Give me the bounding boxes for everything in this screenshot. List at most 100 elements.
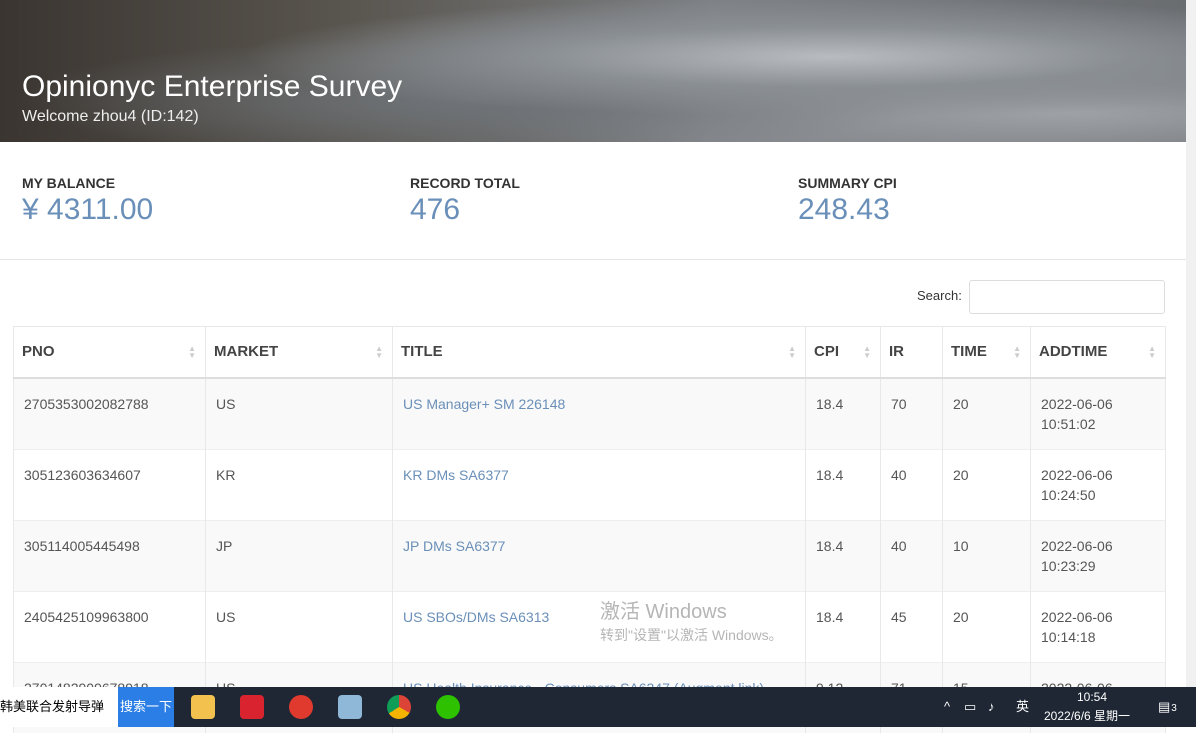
cell-value: 40 bbox=[891, 537, 907, 554]
column-header-pno[interactable]: PNO ▲ ▼ bbox=[13, 326, 206, 379]
taskbar-search-input[interactable]: 韩美联合发射导弹 bbox=[0, 687, 118, 727]
notification-count: 3 bbox=[1171, 703, 1177, 714]
cell-time: 20 bbox=[942, 377, 1031, 449]
cell-addtime: 2022-06-06 10:24:50 bbox=[1030, 448, 1166, 520]
column-header-market[interactable]: MARKET ▲ ▼ bbox=[205, 326, 393, 379]
cell-pno: 305123603634607 bbox=[13, 448, 206, 520]
cell-market: US bbox=[205, 590, 393, 662]
cell-value: 2022-06-06 10:51:02 bbox=[1041, 395, 1113, 432]
cell-cpi: 18.4 bbox=[805, 590, 881, 662]
cell-value: JP bbox=[216, 537, 233, 554]
search-label: Search: bbox=[917, 288, 962, 303]
wechat-icon[interactable] bbox=[436, 695, 460, 719]
cell-market: JP bbox=[205, 519, 393, 591]
cell-market: US bbox=[205, 377, 393, 449]
tray-chevron-icon[interactable]: ^ bbox=[944, 699, 951, 714]
survey-table: PNO ▲ ▼ MARKET ▲ ▼ TITLE ▲ ▼ CPI ▲ ▼ IR TIME ▲ ▼ ADDTIME… bbox=[13, 326, 1166, 733]
cell-ir: 40 bbox=[880, 448, 943, 520]
sort-icon: ▲ ▼ bbox=[1148, 344, 1156, 360]
cell-title: JP DMs SA6377 bbox=[392, 519, 806, 591]
cell-time: 10 bbox=[942, 519, 1031, 591]
cell-value: 70 bbox=[891, 395, 907, 412]
divider bbox=[0, 259, 1186, 260]
stat-summary-cpi: SUMMARY CPI 248.43 bbox=[798, 175, 897, 227]
notepad-icon[interactable] bbox=[338, 695, 362, 719]
cell-value: 20 bbox=[953, 608, 969, 625]
survey-title-link[interactable]: KR DMs SA6377 bbox=[403, 466, 509, 483]
cell-addtime: 2022-06-06 10:51:02 bbox=[1030, 377, 1166, 449]
cell-pno: 305114005445498 bbox=[13, 519, 206, 591]
cell-value: 2022-06-06 10:14:18 bbox=[1041, 608, 1113, 645]
chrome-icon[interactable] bbox=[387, 695, 411, 719]
cell-title: US SBOs/DMs SA6313 bbox=[392, 590, 806, 662]
cell-value: 10 bbox=[953, 537, 969, 554]
cell-ir: 70 bbox=[880, 377, 943, 449]
cell-value: 40 bbox=[891, 466, 907, 483]
stat-value: ¥ 4311.00 bbox=[22, 193, 154, 226]
network-icon[interactable]: ▭ bbox=[964, 699, 977, 714]
cell-pno: 2405425109963800 bbox=[13, 590, 206, 662]
file-explorer-icon[interactable] bbox=[191, 695, 215, 719]
header-banner: Opinionyc Enterprise Survey Welcome zhou… bbox=[0, 0, 1186, 142]
cell-ir: 45 bbox=[880, 590, 943, 662]
news-app-icon[interactable] bbox=[240, 695, 264, 719]
cell-value: 18.4 bbox=[816, 537, 844, 554]
cell-addtime: 2022-06-06 10:14:18 bbox=[1030, 590, 1166, 662]
cell-value: 2022-06-06 10:23:29 bbox=[1041, 537, 1113, 574]
cell-value: US bbox=[216, 395, 236, 412]
cell-value: 18.4 bbox=[816, 466, 844, 483]
column-header-addtime[interactable]: ADDTIME ▲ ▼ bbox=[1030, 326, 1166, 379]
sort-icon: ▲ ▼ bbox=[788, 344, 796, 360]
table-row: 305114005445498 JP JP DMs SA6377 18.4 40 10 20… bbox=[13, 519, 1166, 591]
ime-indicator[interactable]: 英 bbox=[1016, 699, 1030, 714]
column-label: TITLE bbox=[401, 343, 443, 361]
cell-time: 20 bbox=[942, 590, 1031, 662]
clock-time[interactable]: 10:54 bbox=[1077, 690, 1108, 704]
search-input[interactable] bbox=[969, 280, 1165, 314]
cell-value: KR bbox=[216, 466, 236, 483]
survey-title-link[interactable]: US SBOs/DMs SA6313 bbox=[403, 608, 550, 625]
column-header-time[interactable]: TIME ▲ ▼ bbox=[942, 326, 1031, 379]
cell-value: US bbox=[216, 608, 236, 625]
cell-cpi: 18.4 bbox=[805, 377, 881, 449]
cell-cpi: 18.4 bbox=[805, 448, 881, 520]
activation-watermark: 激活 Windows bbox=[600, 601, 727, 623]
scrollbar[interactable] bbox=[1186, 0, 1196, 687]
cell-pno: 2705353002082788 bbox=[13, 377, 206, 449]
column-header-ir[interactable]: IR bbox=[880, 326, 943, 379]
cell-value: 20 bbox=[953, 395, 969, 412]
cell-value: 2022-06-06 10:24:50 bbox=[1041, 466, 1113, 503]
welcome-text: Welcome zhou4 (ID:142) bbox=[22, 108, 199, 125]
sort-icon: ▲ ▼ bbox=[1013, 344, 1021, 360]
cell-value: 305123603634607 bbox=[24, 466, 141, 483]
stat-label: RECORD TOTAL bbox=[410, 175, 520, 191]
survey-title-link[interactable]: US Manager+ SM 226148 bbox=[403, 395, 566, 412]
cell-value: 2405425109963800 bbox=[24, 608, 149, 625]
cell-value: 45 bbox=[891, 608, 907, 625]
volume-icon[interactable]: ♪ bbox=[988, 699, 995, 714]
cell-value: 20 bbox=[953, 466, 969, 483]
cell-title: KR DMs SA6377 bbox=[392, 448, 806, 520]
cell-value: 18.4 bbox=[816, 395, 844, 412]
cell-value: 18.4 bbox=[816, 608, 844, 625]
taskbar: 韩美联合发射导弹 搜索一下 ^ ▭ ♪ 英 10:54 2022/6/6 星期一… bbox=[0, 687, 1196, 727]
column-header-cpi[interactable]: CPI ▲ ▼ bbox=[805, 326, 881, 379]
column-label: PNO bbox=[22, 343, 55, 361]
survey-title-link[interactable]: JP DMs SA6377 bbox=[403, 537, 506, 554]
cell-time: 20 bbox=[942, 448, 1031, 520]
clock-date[interactable]: 2022/6/6 星期一 bbox=[1044, 709, 1131, 723]
cell-cpi: 18.4 bbox=[805, 519, 881, 591]
sort-icon: ▲ ▼ bbox=[375, 344, 383, 360]
notification-icon[interactable]: ▤3 bbox=[1158, 699, 1177, 714]
stat-balance: MY BALANCE ¥ 4311.00 bbox=[22, 175, 153, 227]
column-header-title[interactable]: TITLE ▲ ▼ bbox=[392, 326, 806, 379]
cell-value: 2705353002082788 bbox=[24, 395, 149, 412]
page-title: Opinionyc Enterprise Survey bbox=[22, 70, 403, 103]
taskbar-search-button[interactable]: 搜索一下 bbox=[118, 687, 174, 727]
activation-watermark-sub: 转到"设置"以激活 Windows。 bbox=[600, 627, 783, 643]
cell-ir: 40 bbox=[880, 519, 943, 591]
column-label: ADDTIME bbox=[1039, 343, 1108, 361]
table-row: 2705353002082788 US US Manager+ SM 226148 1… bbox=[13, 377, 1166, 449]
music-app-icon[interactable] bbox=[289, 695, 313, 719]
sort-icon: ▲ ▼ bbox=[188, 344, 196, 360]
